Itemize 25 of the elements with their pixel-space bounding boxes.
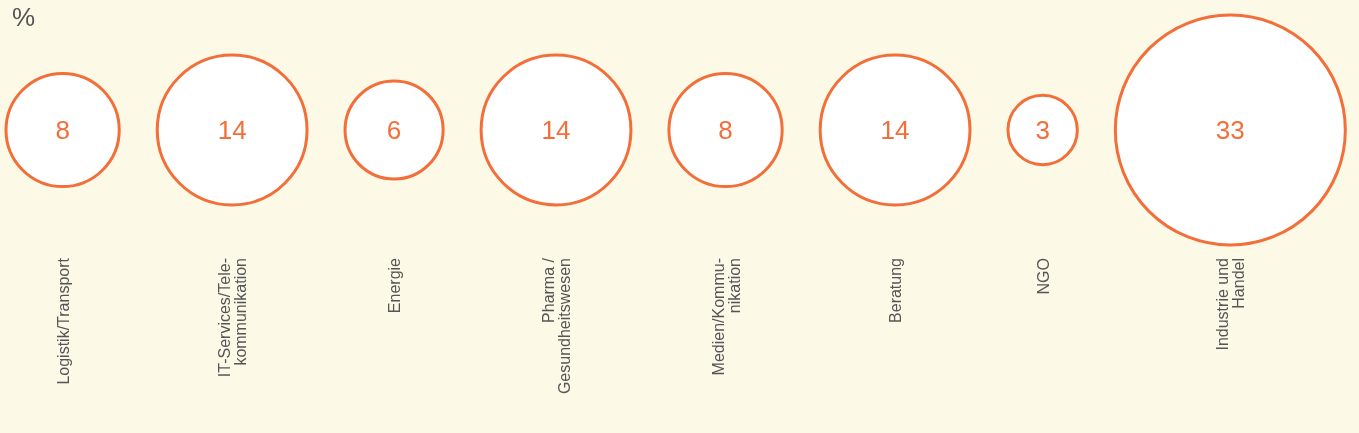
data-label: 6 [386, 115, 402, 145]
data-label: 3 [1035, 115, 1050, 145]
circle: 33 [1113, 13, 1347, 247]
circle: 14 [479, 53, 633, 207]
circle: 14 [818, 53, 972, 207]
category-label: Industrie und Handel [1214, 258, 1248, 351]
data-label: 8 [718, 115, 733, 145]
circle: 6 [343, 79, 445, 181]
category-label: NGO [1034, 258, 1052, 295]
category-label: Medien/Kommu- nikation [709, 258, 743, 376]
data-label: 14 [880, 115, 910, 145]
category-label: Beratung [887, 258, 905, 323]
text: % [12, 2, 36, 32]
circle: 8 [667, 71, 784, 189]
data-label: 14 [541, 115, 571, 145]
circle: 14 [155, 53, 309, 207]
category-label: Pharma / Gesundheitswesen [540, 257, 574, 395]
data-label: 8 [55, 115, 70, 145]
circle: 3 [1006, 93, 1079, 167]
category-label: Logistik/Transport [54, 257, 72, 385]
category-label: IT-Services/Tele- kommunikation [216, 258, 250, 378]
circle: 8 [4, 71, 121, 189]
category-label: Energie [386, 257, 404, 314]
data-label: 14 [217, 115, 247, 145]
data-label: 33 [1215, 115, 1245, 145]
